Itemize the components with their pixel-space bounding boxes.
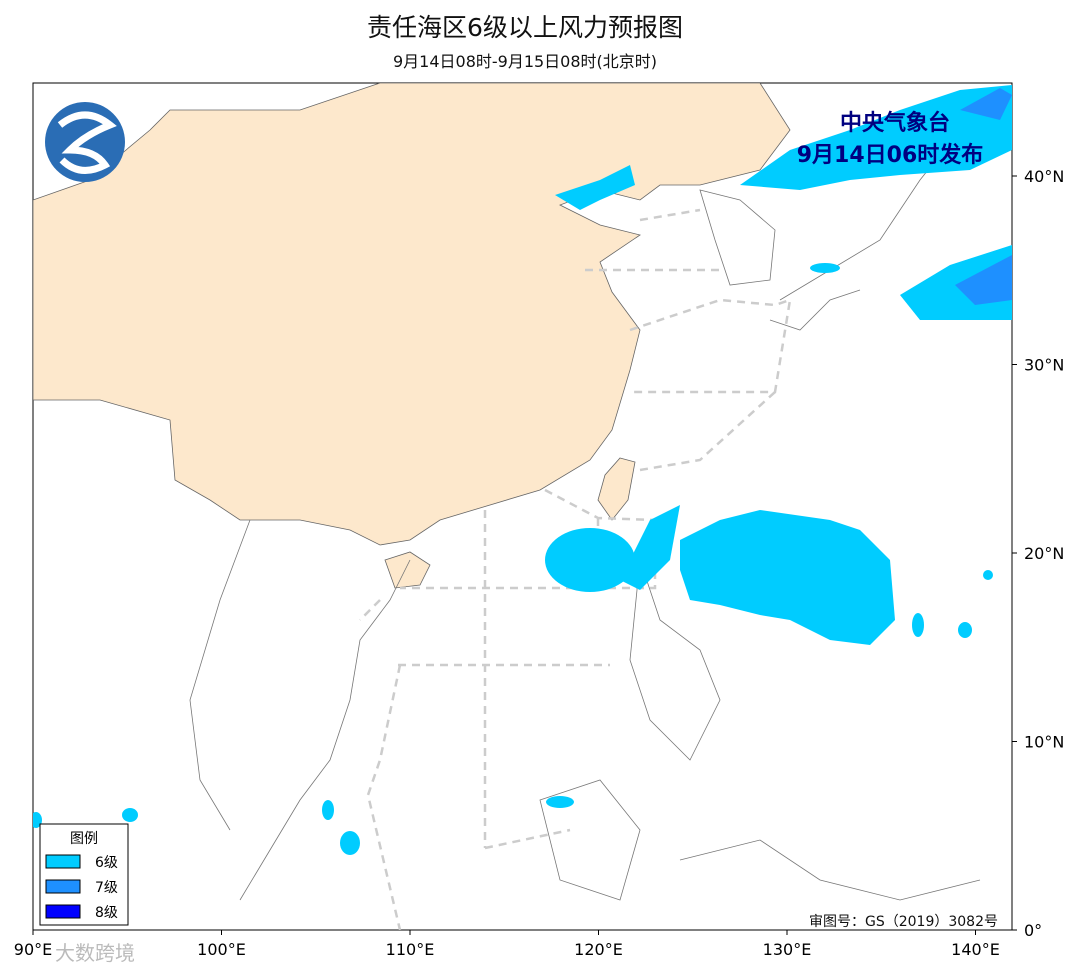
lon-tick-label: 90°E xyxy=(14,940,52,959)
lon-tick-label: 140°E xyxy=(951,940,1000,959)
taiwan xyxy=(597,457,636,521)
title: 责任海区6级以上风力预报图 xyxy=(367,13,683,42)
lon-tick-label: 120°E xyxy=(574,940,623,959)
subtitle: 9月14日08时-9月15日08时(北京时) xyxy=(393,52,657,71)
wind-level-7-areas xyxy=(955,88,1012,305)
legend-label: 6级 xyxy=(95,855,118,871)
lon-tick-label: 130°E xyxy=(763,940,812,959)
legend-swatch xyxy=(45,854,81,869)
legend-label: 7级 xyxy=(95,880,118,896)
hainan xyxy=(384,551,431,589)
legend-swatch xyxy=(45,879,81,894)
lon-tick-label: 110°E xyxy=(386,940,435,959)
lat-tick-label: 10°N xyxy=(1024,733,1064,752)
wind-level-6-areas xyxy=(33,85,1012,855)
lat-tick-label: 30°N xyxy=(1024,356,1064,375)
lat-tick-label: 40°N xyxy=(1024,167,1064,186)
china-land xyxy=(33,83,791,546)
legend-label: 8级 xyxy=(95,905,118,921)
legend-swatch xyxy=(45,904,81,919)
watermark: 大数跨境 xyxy=(55,941,135,965)
lat-tick-label: 20°N xyxy=(1024,544,1064,563)
map-layers xyxy=(33,83,1012,930)
lat-tick-label: 0° xyxy=(1024,921,1042,940)
issue-time: 9月14日06时发布 xyxy=(797,142,984,168)
lon-tick-label: 100°E xyxy=(197,940,246,959)
legend-title: 图例 xyxy=(70,831,98,847)
issuer-name: 中央气象台 xyxy=(840,110,950,136)
cma-logo xyxy=(45,102,125,182)
approval-number: 审图号：GS（2019）3082号 xyxy=(809,914,998,930)
